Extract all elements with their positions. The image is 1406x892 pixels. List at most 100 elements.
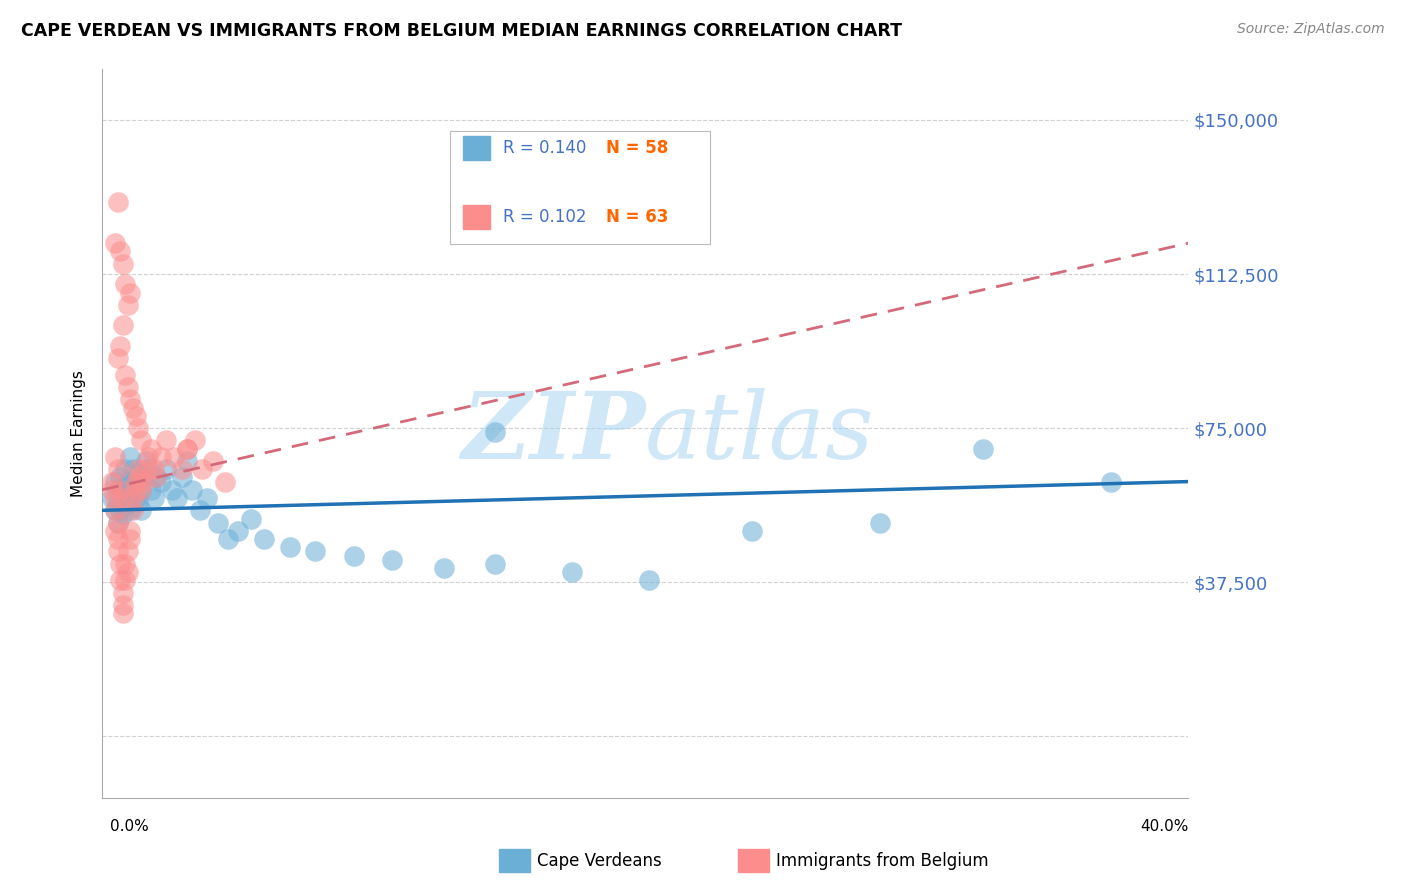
Point bbox=[201, 454, 224, 468]
FancyBboxPatch shape bbox=[463, 136, 489, 160]
Point bbox=[111, 585, 134, 599]
Point bbox=[104, 236, 127, 251]
Text: N = 58: N = 58 bbox=[606, 139, 668, 157]
Point bbox=[104, 524, 127, 538]
Point bbox=[638, 573, 661, 587]
Point bbox=[160, 483, 183, 497]
Point bbox=[101, 491, 124, 505]
Point bbox=[108, 339, 131, 353]
Point bbox=[176, 442, 198, 456]
Point bbox=[1099, 475, 1122, 489]
Point bbox=[111, 478, 134, 492]
Point bbox=[111, 606, 134, 620]
Point bbox=[253, 532, 276, 546]
Point bbox=[145, 470, 167, 484]
Point bbox=[343, 549, 366, 563]
Point bbox=[132, 470, 155, 484]
Point bbox=[122, 491, 145, 505]
Point bbox=[111, 257, 134, 271]
Point bbox=[114, 557, 136, 571]
Point bbox=[124, 475, 146, 489]
Point bbox=[104, 450, 127, 464]
Point bbox=[107, 516, 129, 530]
Point bbox=[170, 470, 193, 484]
Point bbox=[278, 541, 301, 555]
Point bbox=[114, 462, 136, 476]
Point bbox=[117, 491, 139, 505]
Point bbox=[304, 544, 326, 558]
Point bbox=[120, 450, 142, 464]
Point bbox=[120, 524, 142, 538]
Point bbox=[127, 467, 149, 481]
Point bbox=[111, 491, 134, 505]
Point bbox=[127, 470, 149, 484]
Point bbox=[142, 462, 165, 476]
Point bbox=[207, 516, 229, 530]
Point bbox=[741, 524, 763, 538]
Point bbox=[129, 483, 152, 497]
Point bbox=[433, 561, 456, 575]
FancyBboxPatch shape bbox=[463, 205, 489, 229]
FancyBboxPatch shape bbox=[450, 130, 710, 244]
Text: Source: ZipAtlas.com: Source: ZipAtlas.com bbox=[1237, 22, 1385, 37]
Text: R = 0.140: R = 0.140 bbox=[503, 139, 602, 157]
Point bbox=[139, 442, 162, 456]
Point bbox=[240, 511, 263, 525]
Point bbox=[104, 475, 127, 489]
Text: N = 63: N = 63 bbox=[606, 209, 668, 227]
Point bbox=[120, 503, 142, 517]
Point bbox=[111, 598, 134, 612]
Point bbox=[124, 409, 146, 423]
Point bbox=[155, 434, 177, 448]
Point bbox=[122, 401, 145, 415]
Point bbox=[114, 277, 136, 292]
Point bbox=[124, 491, 146, 505]
Point bbox=[135, 462, 157, 476]
Text: 0.0%: 0.0% bbox=[110, 819, 149, 834]
Point bbox=[117, 298, 139, 312]
Point bbox=[127, 462, 149, 476]
Point bbox=[129, 434, 152, 448]
Point bbox=[150, 475, 173, 489]
Point bbox=[114, 368, 136, 382]
Point bbox=[108, 503, 131, 517]
Point bbox=[176, 442, 198, 456]
Point bbox=[111, 318, 134, 333]
Point bbox=[188, 503, 211, 517]
Point bbox=[111, 487, 134, 501]
Point bbox=[124, 483, 146, 497]
Text: Immigrants from Belgium: Immigrants from Belgium bbox=[776, 852, 988, 870]
Point bbox=[120, 392, 142, 407]
Y-axis label: Median Earnings: Median Earnings bbox=[72, 370, 86, 497]
Point bbox=[122, 503, 145, 517]
Point bbox=[150, 450, 173, 464]
Point bbox=[117, 380, 139, 394]
Point bbox=[214, 475, 236, 489]
Text: ZIP: ZIP bbox=[461, 388, 645, 478]
Point bbox=[217, 532, 239, 546]
Text: CAPE VERDEAN VS IMMIGRANTS FROM BELGIUM MEDIAN EARNINGS CORRELATION CHART: CAPE VERDEAN VS IMMIGRANTS FROM BELGIUM … bbox=[21, 22, 903, 40]
Point bbox=[135, 454, 157, 468]
Point bbox=[163, 450, 186, 464]
Point bbox=[104, 491, 127, 505]
Point bbox=[117, 565, 139, 579]
Point bbox=[170, 462, 193, 476]
Point bbox=[138, 462, 160, 476]
Point bbox=[127, 495, 149, 509]
Point bbox=[869, 516, 891, 530]
Point bbox=[104, 503, 127, 517]
Text: 40.0%: 40.0% bbox=[1140, 819, 1188, 834]
Point bbox=[107, 462, 129, 476]
Point bbox=[183, 434, 205, 448]
Point bbox=[104, 503, 127, 517]
Point bbox=[139, 483, 162, 497]
Point bbox=[155, 462, 177, 476]
Point bbox=[226, 524, 249, 538]
Point bbox=[124, 475, 146, 489]
Point bbox=[132, 475, 155, 489]
Point bbox=[108, 557, 131, 571]
Point bbox=[107, 195, 129, 210]
Point bbox=[142, 491, 165, 505]
Point bbox=[181, 483, 204, 497]
Point bbox=[111, 508, 134, 522]
